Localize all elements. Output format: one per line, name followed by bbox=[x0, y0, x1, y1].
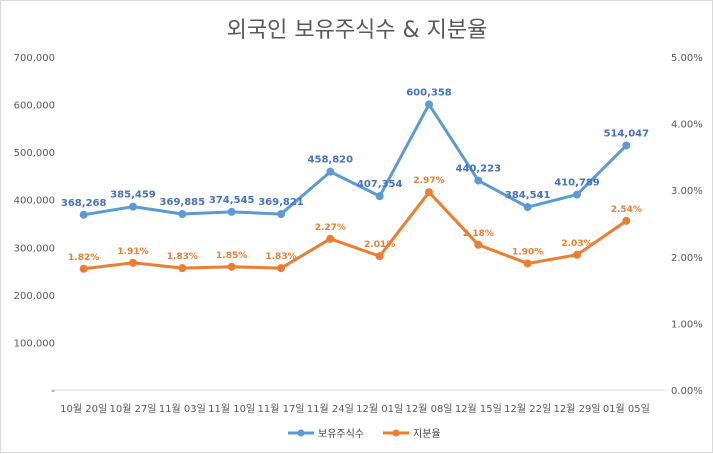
x-tick-label: 10월 27일 bbox=[109, 403, 156, 415]
right-tick-label: 4.00% bbox=[671, 120, 703, 131]
left-tick-label: 300,000 bbox=[14, 243, 55, 254]
x-tick-label: 12월 29일 bbox=[553, 403, 600, 415]
data-point bbox=[79, 264, 88, 273]
left-tick-label: 500,000 bbox=[14, 148, 55, 159]
data-label: 384,541 bbox=[505, 190, 551, 201]
legend-label: 지분율 bbox=[413, 428, 441, 440]
legend-swatch-marker bbox=[392, 429, 400, 437]
right-tick-label: 3.00% bbox=[671, 186, 703, 197]
data-label: 1.91% bbox=[117, 247, 148, 257]
x-tick-label: 11월 24일 bbox=[307, 403, 354, 415]
data-label: 2.27% bbox=[315, 223, 346, 233]
data-point bbox=[277, 264, 285, 273]
data-point bbox=[277, 210, 285, 219]
data-point bbox=[622, 141, 631, 150]
data-label: 1.85% bbox=[216, 251, 247, 261]
data-point bbox=[523, 203, 532, 212]
left-tick-label: - bbox=[51, 386, 55, 397]
data-point bbox=[79, 210, 88, 219]
data-point bbox=[474, 176, 483, 185]
right-tick-label: 0.00% bbox=[671, 386, 703, 397]
data-label: 385,459 bbox=[110, 190, 156, 201]
left-tick-label: 700,000 bbox=[14, 53, 55, 64]
data-label: 1.90% bbox=[512, 247, 543, 257]
data-point bbox=[326, 234, 335, 243]
data-point bbox=[375, 192, 384, 201]
x-tick-label: 12월 01일 bbox=[356, 403, 403, 415]
series-line bbox=[82, 102, 628, 217]
data-label: 2.01% bbox=[364, 240, 395, 250]
data-label: 514,047 bbox=[604, 128, 650, 139]
data-point bbox=[375, 252, 384, 261]
data-label: 2.97% bbox=[413, 176, 444, 186]
data-point bbox=[573, 190, 581, 199]
data-point bbox=[129, 258, 137, 267]
legend-swatch-marker bbox=[297, 429, 305, 437]
data-point bbox=[326, 167, 335, 176]
data-point bbox=[178, 264, 187, 273]
data-label: 2.03% bbox=[561, 239, 592, 249]
right-tick-label: 1.00% bbox=[671, 319, 703, 330]
data-label: 410,789 bbox=[554, 178, 600, 189]
right-tick-label: 2.00% bbox=[671, 253, 703, 264]
data-label: 368,268 bbox=[61, 198, 107, 209]
data-point bbox=[129, 202, 137, 211]
x-tick-label: 01월 05일 bbox=[603, 403, 650, 415]
left-tick-label: 100,000 bbox=[14, 338, 55, 349]
right-y-axis: 0.00% 1.00% 2.00% 3.00% 4.00% 5.00% bbox=[671, 53, 703, 397]
data-label: 2.54% bbox=[611, 205, 642, 215]
data-label: 458,820 bbox=[308, 155, 354, 166]
data-point bbox=[227, 262, 236, 271]
data-point bbox=[523, 259, 532, 268]
legend-item: 보유주식수 bbox=[288, 428, 364, 440]
legend-label: 보유주식수 bbox=[318, 428, 364, 440]
x-tick-label: 12월 22일 bbox=[504, 403, 551, 415]
legend: 보유주식수 지분율 bbox=[288, 428, 441, 440]
data-label: 440,223 bbox=[456, 164, 502, 175]
data-point bbox=[227, 207, 236, 216]
x-tick-label: 11월 10일 bbox=[208, 403, 255, 415]
data-label: 1.83% bbox=[265, 252, 296, 262]
data-point bbox=[474, 240, 483, 249]
data-point bbox=[425, 100, 433, 109]
x-tick-label: 11월 03일 bbox=[159, 403, 206, 415]
data-label: 369,885 bbox=[160, 197, 206, 208]
data-point bbox=[178, 210, 187, 219]
data-label: 1.83% bbox=[167, 252, 198, 262]
left-tick-label: 200,000 bbox=[14, 291, 55, 302]
left-y-axis: - 100,000 200,000 300,000 400,000 500,000 600,… bbox=[14, 53, 56, 397]
data-point bbox=[573, 250, 581, 259]
x-axis: 10월 20일 10월 27일 11월 03일 11월 10일 11월 17일 11월 2… bbox=[51, 389, 665, 415]
data-label: 407,354 bbox=[357, 179, 403, 190]
data-point bbox=[425, 188, 433, 197]
data-label: 600,358 bbox=[406, 87, 452, 98]
series-line bbox=[82, 190, 628, 271]
legend-item: 지분율 bbox=[383, 428, 441, 440]
data-label: 369,821 bbox=[258, 197, 304, 208]
left-tick-label: 400,000 bbox=[14, 196, 55, 207]
data-point bbox=[622, 216, 631, 225]
chart-title: 외국인 보유주식수 & 지분율 bbox=[227, 18, 488, 43]
right-tick-label: 5.00% bbox=[671, 53, 703, 64]
x-tick-label: 12월 15일 bbox=[455, 403, 502, 415]
left-tick-label: 600,000 bbox=[14, 101, 55, 112]
x-tick-label: 11월 17일 bbox=[257, 403, 304, 415]
x-tick-label: 10월 20일 bbox=[60, 403, 107, 415]
data-label: 1.82% bbox=[68, 253, 99, 263]
x-tick-label: 12월 08일 bbox=[405, 403, 452, 415]
data-label: 2.18% bbox=[463, 229, 494, 239]
data-label: 374,545 bbox=[209, 195, 255, 206]
